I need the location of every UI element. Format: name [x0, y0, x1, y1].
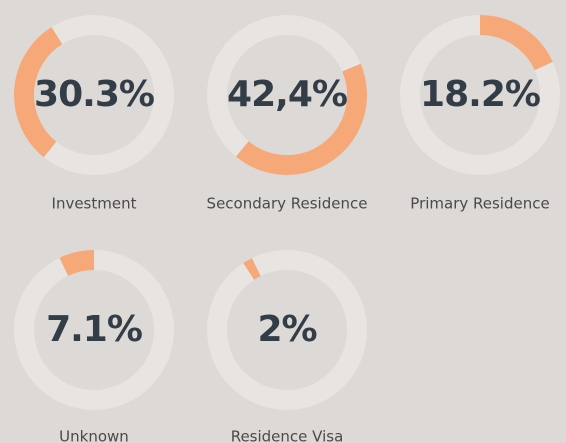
donut-track: [207, 250, 367, 410]
donut-label: Secondary Residence: [207, 195, 368, 213]
value-label: 7.1%: [46, 309, 142, 350]
value-label: 30.3%: [34, 74, 154, 115]
value-label: 42,4%: [227, 74, 347, 115]
donut-label: Residence Visa: [231, 428, 344, 443]
value-label: 2%: [257, 309, 316, 350]
donut-label: Primary Residence: [410, 195, 549, 213]
donut-arc: [14, 27, 63, 158]
donut-arc: [235, 63, 367, 175]
donut-label: Unknown: [59, 428, 129, 443]
value-label: 18.2%: [420, 74, 540, 115]
donut-label: Investment: [52, 195, 137, 213]
donut-arc: [243, 258, 261, 280]
donut-arc: [59, 250, 95, 277]
donut-arc: [479, 15, 553, 71]
